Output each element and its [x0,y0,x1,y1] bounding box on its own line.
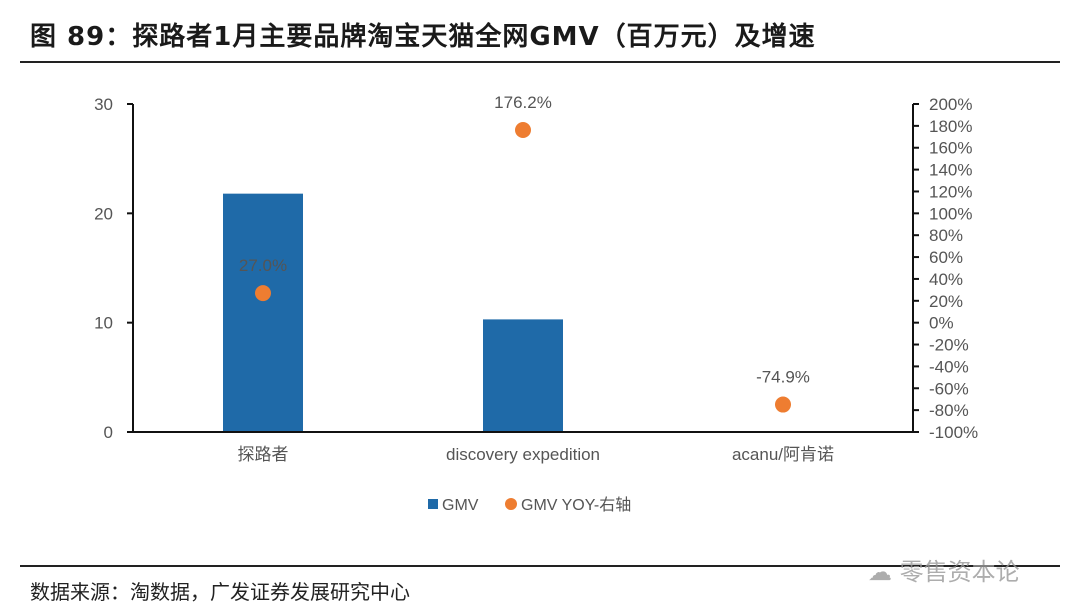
right-tick-label: 20% [929,292,963,311]
category-label: acanu/阿肯诺 [732,445,834,464]
watermark-text: 零售资本论 [899,558,1020,586]
yoy-data-label: 27.0% [239,256,287,275]
right-tick-label: 60% [929,248,963,267]
right-tick-label: 180% [929,117,972,136]
legend-label-gmv: GMV [442,497,479,514]
right-tick-label: 160% [929,139,972,158]
category-label: 探路者 [238,445,289,464]
legend-label-yoy: GMV YOY-右轴 [521,496,631,514]
left-tick-label: 0 [104,423,113,442]
yoy-point [515,122,531,139]
right-tick-label: -20% [929,336,969,355]
left-tick-label: 10 [94,314,113,333]
yoy-data-label: 176.2% [494,93,552,112]
right-tick-label: 80% [929,226,963,245]
figure-title: 图 89：探路者1月主要品牌淘宝天猫全网GMV（百万元）及增速 [30,22,816,52]
bar-gmv [483,319,563,432]
right-tick-label: 0% [929,314,954,333]
right-tick-label: 200% [929,95,972,114]
bar-gmv [223,193,303,432]
right-tick-label: -40% [929,357,969,376]
title-divider [20,61,1060,63]
left-tick-label: 20 [94,204,113,223]
legend-swatch-yoy [505,498,517,510]
source-note: 数据来源：淘数据，广发证券发展研究中心 [30,580,410,604]
right-tick-label: -60% [929,379,969,398]
category-label: discovery expedition [446,445,600,464]
right-tick-label: 120% [929,182,972,201]
right-tick-label: 100% [929,204,972,223]
right-tick-label: 140% [929,161,972,180]
yoy-data-label: -74.9% [756,368,810,387]
yoy-point [255,285,271,302]
yoy-point [775,396,791,413]
legend-swatch-gmv [428,499,438,509]
left-tick-label: 30 [94,95,113,114]
right-tick-label: -100% [929,423,978,442]
footer-divider [20,565,1060,567]
right-tick-label: 40% [929,270,963,289]
right-tick-label: -80% [929,401,969,420]
watermark: ☁ 零售资本论 [868,558,1020,586]
